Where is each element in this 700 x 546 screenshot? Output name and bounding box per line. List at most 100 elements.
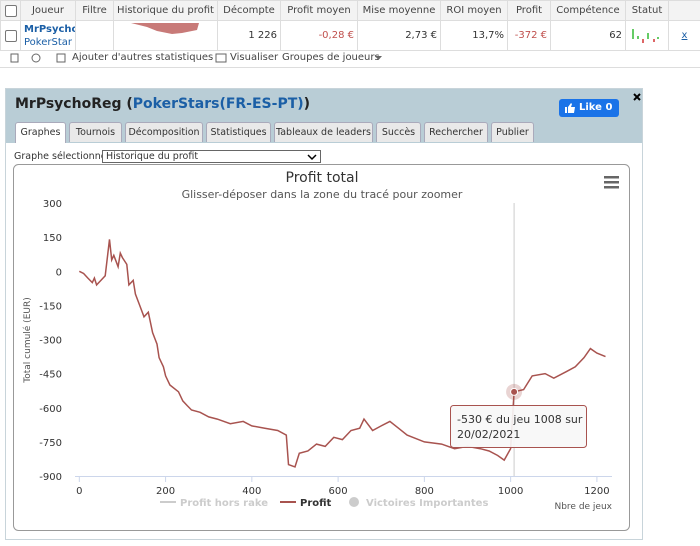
cell: MrPsycho PokerStar	[20, 20, 76, 51]
cell: 1 226	[217, 20, 281, 51]
profit-line	[78, 239, 606, 468]
status-bar	[637, 36, 639, 39]
x-axis-label: Nbre de jeux	[554, 502, 612, 512]
site-link[interactable]: PokerStar	[24, 36, 72, 48]
status-sparkline	[632, 29, 659, 43]
tab[interactable]: Tournois	[69, 122, 122, 142]
status-bar	[642, 39, 644, 43]
y-tick-label: -450	[39, 370, 62, 381]
cell: 13,7%	[440, 20, 508, 51]
y-tick-label: -750	[39, 438, 62, 449]
x-tick-label: 200	[156, 486, 175, 497]
like-icon	[565, 103, 575, 113]
cell	[75, 20, 114, 51]
legend-item[interactable]: Profit	[300, 498, 332, 509]
caret	[307, 154, 317, 161]
checkbox[interactable]	[4, 4, 17, 17]
y-tick-label: -150	[39, 301, 62, 312]
x-tick-label: 1000	[498, 486, 523, 497]
menu-bar	[604, 186, 619, 189]
highlight-point	[510, 387, 519, 396]
icon-shape	[215, 53, 227, 63]
y-tick-label: -600	[39, 404, 62, 415]
player-row: MrPsycho PokerStar 1 226 -0,28 € 2,73 € 1…	[0, 20, 700, 51]
col-header[interactable]: Filtre	[75, 0, 114, 21]
site-link[interactable]: PokerStars(FR-ES-PT)	[132, 96, 304, 112]
menu-bar	[604, 176, 619, 179]
tab[interactable]: Décomposition	[125, 122, 203, 142]
like-count: 0	[605, 102, 613, 113]
refresh-icon[interactable]	[31, 53, 41, 63]
sparkline-shape	[131, 23, 199, 34]
cell	[0, 20, 21, 51]
legend-item[interactable]: Profit hors rake	[180, 498, 268, 509]
tab[interactable]: Tableaux de leaders	[274, 122, 373, 142]
cell: 2,73 €	[357, 20, 441, 51]
graph-select[interactable]: Historique du profit	[102, 150, 321, 163]
panel-title: MrPsychoReg (PokerStars(FR-ES-PT))	[15, 96, 310, 112]
tab[interactable]: Publier	[491, 122, 534, 142]
y-tick-label: -300	[39, 336, 62, 347]
cell: x	[668, 20, 700, 51]
panel-header: MrPsychoReg (PokerStars(FR-ES-PT)) Like …	[6, 89, 642, 143]
x-tick-label: 0	[76, 486, 82, 497]
menu-bar	[604, 181, 619, 184]
player-table: Joueur Filtre Historique du profit Décom…	[0, 0, 700, 51]
col-header[interactable]: Statut	[625, 0, 669, 21]
col-header[interactable]: Compétence	[550, 0, 626, 21]
player-link[interactable]: MrPsycho	[24, 23, 76, 35]
toolbar-item[interactable]: Ajouter d'autres statistiques	[72, 52, 214, 63]
title-end: )	[303, 96, 311, 112]
checkbox[interactable]	[4, 29, 17, 42]
status-bar	[647, 33, 649, 39]
view-icon[interactable]	[215, 48, 227, 68]
tooltip-text: -530 € du jeu 1008 sur	[457, 413, 583, 426]
profit-sparkline	[131, 23, 199, 34]
tab[interactable]: Statistiques	[206, 122, 271, 142]
thumb	[565, 103, 575, 113]
select-all[interactable]	[0, 0, 21, 21]
trash-icon[interactable]	[10, 53, 19, 63]
like-label: Like	[579, 102, 602, 113]
tab[interactable]: Succès	[376, 122, 421, 142]
tooltip-box	[450, 405, 587, 448]
player-panel: MrPsychoReg (PokerStars(FR-ES-PT)) Like …	[5, 88, 643, 540]
x-tick-label: 1200	[584, 486, 609, 497]
y-axis-label: Total cumulé (EUR)	[22, 297, 33, 383]
status-bar	[657, 37, 659, 39]
cell	[113, 20, 218, 51]
chart-frame	[13, 164, 630, 531]
like-button[interactable]: Like 0	[559, 99, 619, 117]
col-header[interactable]: Décompte	[217, 0, 281, 21]
tab[interactable]: Graphes	[15, 122, 66, 143]
toolbar: Ajouter d'autres statistiques Visualiser…	[0, 48, 700, 68]
cell: -0,28 €	[280, 20, 358, 51]
menu-button[interactable]	[604, 176, 619, 189]
cell: -372 €	[507, 20, 551, 51]
y-tick-label: -900	[39, 472, 62, 483]
status-bar	[653, 39, 655, 42]
tooltip-text: 20/02/2021	[457, 428, 520, 441]
remove-link[interactable]: x	[681, 30, 688, 41]
col-header[interactable]: Mise moyenne	[357, 0, 441, 21]
close-button[interactable]	[632, 92, 642, 102]
toolbar-item[interactable]: Groupes de joueurs	[282, 52, 380, 63]
x-tick-label: 400	[242, 486, 261, 497]
select-caret	[307, 154, 317, 161]
x-tick-label: 600	[329, 486, 348, 497]
tab[interactable]: Rechercher	[424, 122, 488, 142]
legend-item[interactable]: Victoires Importantes	[366, 498, 488, 509]
dropdown-caret[interactable]	[374, 48, 384, 68]
toolbar-icons[interactable]	[8, 48, 68, 68]
toolbar-item[interactable]: Visualiser	[230, 52, 279, 63]
x-tick-label: 800	[415, 486, 434, 497]
stats-icon[interactable]	[56, 53, 66, 63]
header-row: Joueur Filtre Historique du profit Décom…	[0, 0, 700, 21]
col-header[interactable]: ROI moyen	[440, 0, 508, 21]
y-tick-label: 300	[43, 199, 62, 210]
legend-symbol	[349, 497, 359, 507]
select-value: Historique du profit	[106, 151, 199, 162]
